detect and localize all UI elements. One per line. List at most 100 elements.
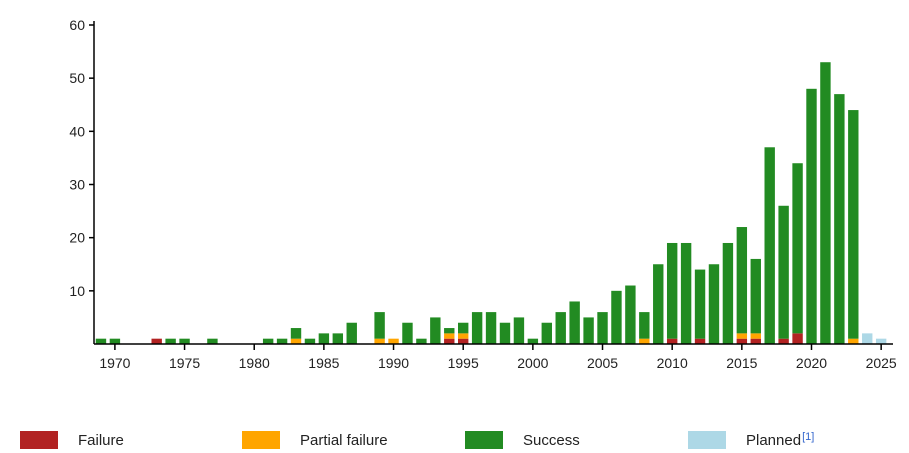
bar-success-2012	[694, 269, 706, 339]
bar-success-1992	[416, 338, 427, 344]
bar-success-2018	[778, 205, 789, 339]
bar-failure-1995	[458, 338, 469, 344]
bar-success-2015	[736, 227, 748, 334]
x-tick-label-2010: 2010	[657, 355, 688, 371]
bar-success-1994	[444, 328, 455, 334]
bar-success-1982	[276, 338, 288, 344]
bar-success-2007	[625, 285, 636, 344]
bar-success-2021	[820, 62, 831, 344]
bar-failure-2010	[666, 338, 678, 344]
bar-success-2014	[722, 242, 734, 344]
legend-item-partial-failure: Partial failure	[242, 428, 388, 452]
y-tick-label-20: 20	[69, 230, 85, 246]
bar-success-1986	[332, 333, 344, 344]
y-tick-label-10: 10	[69, 283, 85, 299]
bar-partial-1994	[444, 333, 455, 339]
x-tick-label-1970: 1970	[99, 355, 130, 371]
legend-label-planned: Planned[1]	[746, 431, 814, 449]
bar-success-2019	[792, 163, 803, 334]
bar-success-1981	[262, 338, 274, 344]
bar-success-1989	[374, 312, 385, 339]
bar-success-2004	[583, 317, 594, 344]
y-tick-label-30: 30	[69, 177, 85, 193]
bar-success-2005	[597, 312, 608, 344]
bar-failure-2012	[694, 338, 706, 344]
bar-success-2023	[848, 110, 859, 339]
bar-success-1977	[207, 338, 218, 344]
bar-failure-2018	[778, 338, 789, 344]
bar-success-2010	[666, 242, 678, 339]
legend-swatch-planned	[688, 431, 726, 449]
bar-planned-2024	[862, 333, 873, 344]
bar-success-1983	[290, 328, 302, 339]
bar-success-1987	[346, 322, 357, 344]
legend-item-planned: Planned[1]	[688, 428, 814, 452]
y-tick-label-50: 50	[69, 70, 85, 86]
bar-success-2016	[750, 258, 761, 334]
legend-label-success: Success	[523, 431, 580, 449]
legend-label-partial-failure: Partial failure	[300, 431, 388, 449]
x-tick-label-1975: 1975	[169, 355, 200, 371]
x-tick-label-1980: 1980	[239, 355, 270, 371]
x-tick-label-1995: 1995	[448, 355, 479, 371]
bar-success-2022	[834, 94, 845, 345]
bar-success-1969	[95, 338, 107, 344]
legend-item-failure: Failure	[20, 428, 124, 452]
bar-success-1991	[402, 322, 413, 344]
bar-success-2001	[541, 322, 552, 344]
bar-failure-2016	[750, 338, 761, 344]
bar-success-1998	[499, 322, 511, 344]
x-tick-label-2005: 2005	[587, 355, 618, 371]
bar-partial-2023	[848, 338, 859, 344]
bar-partial-1989	[374, 338, 385, 344]
bar-failure-2015	[736, 338, 748, 344]
bar-success-2017	[764, 147, 775, 344]
bar-success-1970	[109, 338, 121, 344]
legend-planned-footnote-link[interactable]: [1]	[802, 431, 815, 443]
launch-bar-chart: 10 20 30 40 50 60 1970 1975 1980 1985 1990 1995 2000…	[69, 17, 897, 371]
bar-success-1997	[485, 312, 497, 344]
bar-planned-2025	[875, 338, 887, 344]
bar-success-2003	[569, 301, 580, 344]
x-tick-label-1990: 1990	[378, 355, 409, 371]
bar-failure-1973	[151, 338, 162, 344]
bar-partial-2016	[750, 333, 761, 339]
legend-swatch-failure	[20, 431, 58, 449]
legend-swatch-partial-failure	[242, 431, 280, 449]
bars-layer	[95, 62, 887, 345]
bar-success-2000	[527, 338, 539, 344]
x-tick-label-2020: 2020	[796, 355, 827, 371]
legend-label-failure: Failure	[78, 431, 124, 449]
y-tick-label-40: 40	[69, 123, 85, 139]
bar-success-1975	[179, 338, 190, 344]
legend-planned-text: Planned	[746, 432, 802, 449]
bar-success-1974	[165, 338, 176, 344]
bar-partial-1995	[458, 333, 469, 339]
bar-success-2020	[806, 88, 817, 344]
y-tick-label-60: 60	[69, 17, 85, 33]
x-tick-label-2000: 2000	[517, 355, 548, 371]
legend-swatch-success	[465, 431, 503, 449]
x-tick-label-2015: 2015	[726, 355, 757, 371]
legend-item-success: Success	[465, 428, 580, 452]
bar-success-1995	[458, 322, 469, 334]
bar-success-1984	[304, 338, 316, 344]
bar-success-2009	[653, 264, 664, 344]
bar-partial-2008	[639, 338, 650, 344]
bar-success-2002	[555, 312, 566, 344]
bar-success-1999	[513, 317, 525, 344]
bar-success-2011	[680, 242, 692, 344]
bar-success-1993	[430, 317, 441, 344]
bar-success-1985	[318, 333, 330, 344]
bar-partial-1983	[290, 338, 302, 344]
bar-success-2008	[639, 312, 650, 339]
x-tick-label-2025: 2025	[866, 355, 897, 371]
bar-partial-1990	[388, 338, 399, 344]
bar-partial-2015	[736, 333, 748, 339]
axes-layer: 10 20 30 40 50 60 1970 1975 1980 1985 1990 1995 2000…	[69, 17, 897, 371]
chart-legend: Failure Partial failure Success Planned[…	[0, 428, 909, 452]
bar-success-2013	[708, 264, 720, 344]
bar-success-2006	[611, 290, 622, 344]
x-tick-label-1985: 1985	[308, 355, 339, 371]
